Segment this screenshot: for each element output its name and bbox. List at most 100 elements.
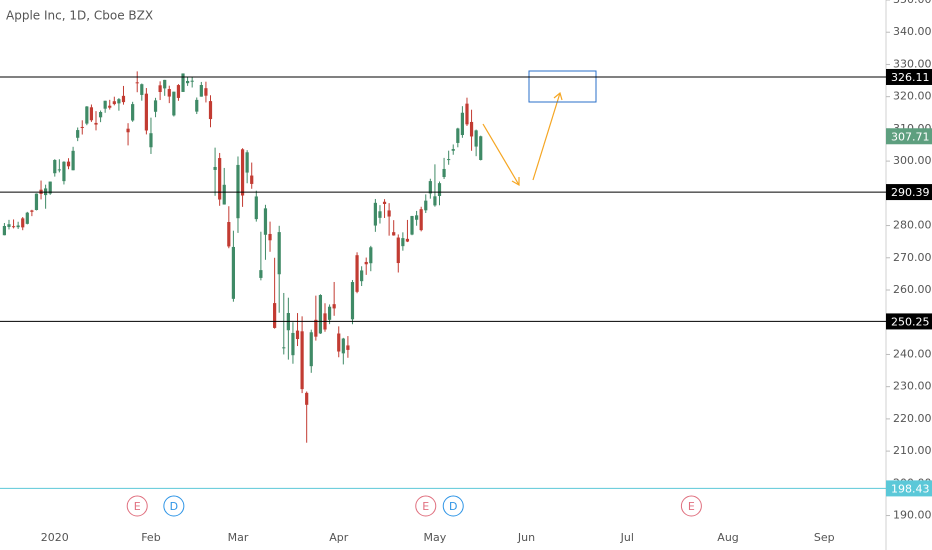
candle-body [2,226,6,236]
candle-body [181,73,185,92]
candle-body [405,238,410,242]
candle-body [144,93,148,131]
x-tick-label: 2020 [41,531,69,544]
x-tick-label: Jul [620,531,634,544]
candle-body [213,166,217,170]
arrow-head [511,177,520,187]
candle-body [21,218,25,228]
candle-body [305,392,309,405]
candle-body [350,282,355,320]
y-tick-label: 320.00 [893,90,932,103]
candle-body [158,85,162,92]
last-price-label: 307.71 [891,130,930,143]
candle-body [85,106,89,124]
candle-body [373,202,377,226]
candle-body [190,80,194,82]
candle-body [30,210,34,212]
candle-body [172,91,176,116]
candle-body [126,128,130,133]
candle-body [240,149,245,196]
x-tick-label: Aug [717,531,738,544]
level-badge [886,184,932,201]
event-marker [415,495,437,517]
candle-body [131,104,135,121]
level-label: 198.43 [891,482,930,495]
candle-body [66,161,71,167]
candle-body [364,261,368,265]
candle-body [16,225,20,228]
y-tick-label: 260.00 [893,283,932,296]
x-tick-label: Jun [517,531,535,544]
candle-body [204,88,208,96]
candle-body [117,99,121,104]
x-tick-label: Mar [228,531,249,544]
y-tick-label: 190.00 [893,509,932,522]
candle-body [163,79,167,89]
candle-body [282,347,286,349]
candle-body [135,82,139,84]
candle-body [25,212,29,224]
event-label: D [170,500,178,513]
candle-body [300,331,304,390]
event-label: E [422,500,429,513]
candle-body [57,169,61,171]
y-tick-label: 300.00 [893,154,932,167]
candle-body [167,89,171,97]
candle-body [392,232,396,236]
candle-body [48,181,52,194]
candle-body [108,105,112,108]
level-label: 290.39 [891,186,930,199]
candle-body [410,215,414,235]
event-label: E [688,500,695,513]
candle-body [98,112,103,118]
candle-body [369,247,373,264]
candle-body [76,130,80,138]
candle-body [415,215,419,220]
candle-body [433,196,437,206]
candle-body [89,107,94,121]
candle-body [149,133,153,148]
arrow-head [553,91,563,101]
y-tick-label: 280.00 [893,219,932,232]
target-box [528,70,597,103]
candle-body [268,233,272,241]
candle-body [34,193,39,211]
x-tick-label: May [424,531,447,544]
y-tick-label: 210.00 [893,444,932,457]
candle-body [295,330,300,340]
event-marker [442,495,464,517]
candle-body [245,152,249,173]
candle-body [121,95,126,103]
level-label: 326.11 [891,71,930,84]
candle-body [263,208,268,235]
x-tick-label: Feb [141,531,160,544]
drawings [482,70,597,187]
candle-body [291,332,295,356]
candle-body [401,238,405,247]
event-label: D [449,500,457,513]
candle-body [94,122,98,125]
candle-body [53,159,57,174]
y-tick-label: 270.00 [893,251,932,264]
candle-body [419,209,423,231]
candle-body [277,232,281,275]
candle-body [318,295,323,334]
candle-body [7,224,11,227]
candle-body [186,80,190,84]
level-badge [886,480,932,497]
y-tick-label: 340.00 [893,25,932,38]
arrow-up [532,92,561,181]
candle-body [176,85,181,98]
candle-body [337,333,341,352]
candle-body [80,126,84,128]
candle-body [222,184,226,205]
x-tick-label: Sep [814,531,835,544]
candle-body [254,196,258,220]
candle-body [327,306,332,320]
candle-body [447,159,451,161]
level-badge [886,313,932,330]
arrow-down [482,123,520,186]
candle-body [273,303,277,328]
